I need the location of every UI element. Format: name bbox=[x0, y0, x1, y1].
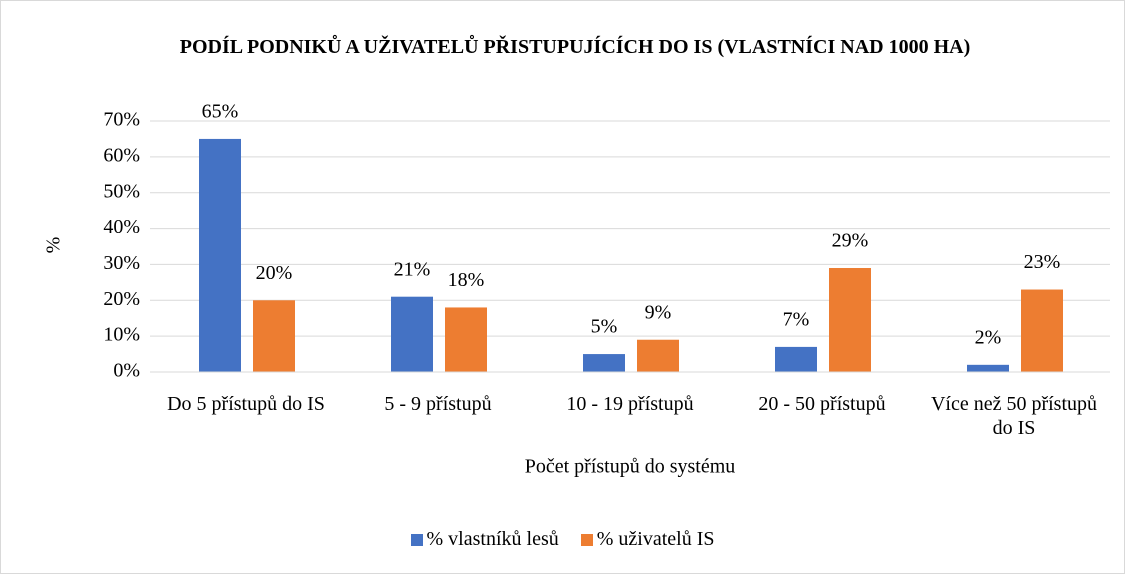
y-tick-label: 10% bbox=[103, 324, 140, 346]
bar bbox=[391, 296, 433, 372]
bar bbox=[637, 339, 679, 372]
bar bbox=[829, 268, 871, 372]
x-tick-label: Do 5 přístupů do IS bbox=[167, 393, 325, 415]
legend-label: % vlastníků lesů bbox=[426, 528, 559, 550]
bar bbox=[775, 346, 817, 372]
bar bbox=[583, 354, 625, 372]
x-tick-label: 20 - 50 přístupů bbox=[758, 393, 886, 415]
legend-swatch bbox=[410, 533, 423, 546]
x-tick-label: Více než 50 přístupů do IS bbox=[930, 393, 1098, 439]
y-tick-label: 50% bbox=[103, 180, 140, 202]
data-label: 29% bbox=[832, 230, 869, 252]
y-tick-label: 30% bbox=[103, 252, 140, 274]
x-tick-label: 10 - 19 přístupů bbox=[566, 393, 694, 415]
y-tick-label: 20% bbox=[103, 288, 140, 310]
y-tick-label: 70% bbox=[103, 109, 140, 131]
legend-item: % vlastníků lesů bbox=[410, 528, 559, 551]
bar bbox=[445, 307, 487, 372]
chart-title: PODÍL PODNIKŮ A UŽIVATELŮ PŘISTUPUJÍCÍCH… bbox=[179, 36, 971, 58]
legend: % vlastníků lesů % uživatelů IS bbox=[0, 528, 1125, 551]
data-label: 9% bbox=[645, 301, 672, 323]
data-label: 20% bbox=[256, 262, 293, 284]
data-label: 65% bbox=[202, 101, 239, 123]
data-label: 7% bbox=[783, 308, 810, 330]
data-label: 21% bbox=[394, 258, 431, 280]
y-axis-label: % bbox=[43, 237, 65, 254]
legend-label: % uživatelů IS bbox=[596, 528, 715, 550]
y-tick-label: 40% bbox=[103, 216, 140, 238]
bar bbox=[967, 364, 1009, 372]
data-label: 5% bbox=[591, 316, 618, 338]
data-label: 23% bbox=[1024, 251, 1061, 273]
legend-swatch bbox=[580, 533, 593, 546]
data-label: 2% bbox=[975, 326, 1002, 348]
x-tick-label: 5 - 9 přístupů bbox=[384, 393, 492, 415]
bar bbox=[253, 300, 295, 372]
bar bbox=[1021, 289, 1063, 372]
y-tick-label: 0% bbox=[113, 360, 140, 382]
y-tick-label: 60% bbox=[103, 144, 140, 166]
bar bbox=[199, 138, 241, 372]
legend-item: % uživatelů IS bbox=[580, 528, 715, 551]
data-label: 18% bbox=[448, 269, 485, 291]
x-axis-label: Počet přístupů do systému bbox=[525, 456, 736, 478]
